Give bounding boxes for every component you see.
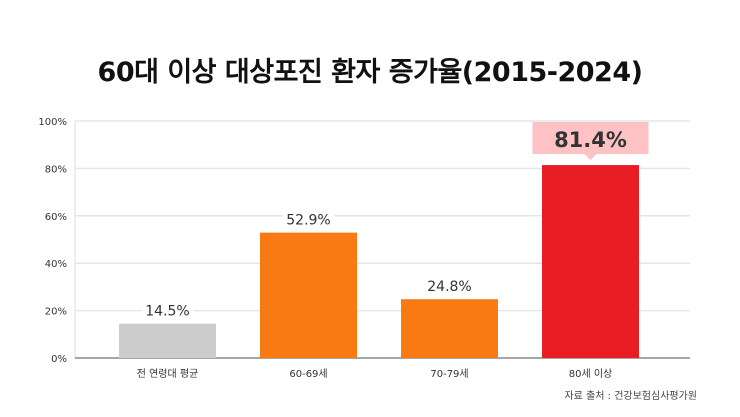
chart-title: 60대 이상 대상포진 환자 증가율(2015-2024) [97, 57, 643, 88]
data-label-bg [141, 300, 194, 320]
x-tick-label: 80세 이상 [569, 368, 613, 380]
source-note: 자료 출처 : 건강보험심사평가원 [564, 391, 697, 402]
data-label: 81.4% [554, 128, 627, 152]
data-label: 14.5% [145, 304, 189, 320]
bar [119, 323, 216, 358]
y-tick-label: 0% [51, 354, 67, 365]
data-label-bg [423, 276, 476, 296]
data-label: 24.8% [427, 279, 471, 295]
y-tick-label: 60% [45, 212, 67, 223]
x-tick-label: 전 연령대 평균 [137, 368, 199, 380]
highlight-label-pointer [584, 154, 597, 160]
x-tick-label: 60-69세 [289, 368, 327, 380]
bar [260, 232, 357, 358]
data-label-bg [282, 209, 335, 229]
bar [401, 299, 498, 358]
highlight-label-box [532, 122, 649, 154]
y-tick-label: 100% [38, 117, 67, 128]
y-tick-label: 80% [45, 164, 67, 175]
bar [542, 165, 639, 358]
x-tick-label: 70-79세 [430, 368, 468, 380]
data-label: 52.9% [286, 213, 330, 229]
y-tick-label: 40% [45, 259, 67, 270]
y-tick-label: 20% [45, 307, 67, 318]
